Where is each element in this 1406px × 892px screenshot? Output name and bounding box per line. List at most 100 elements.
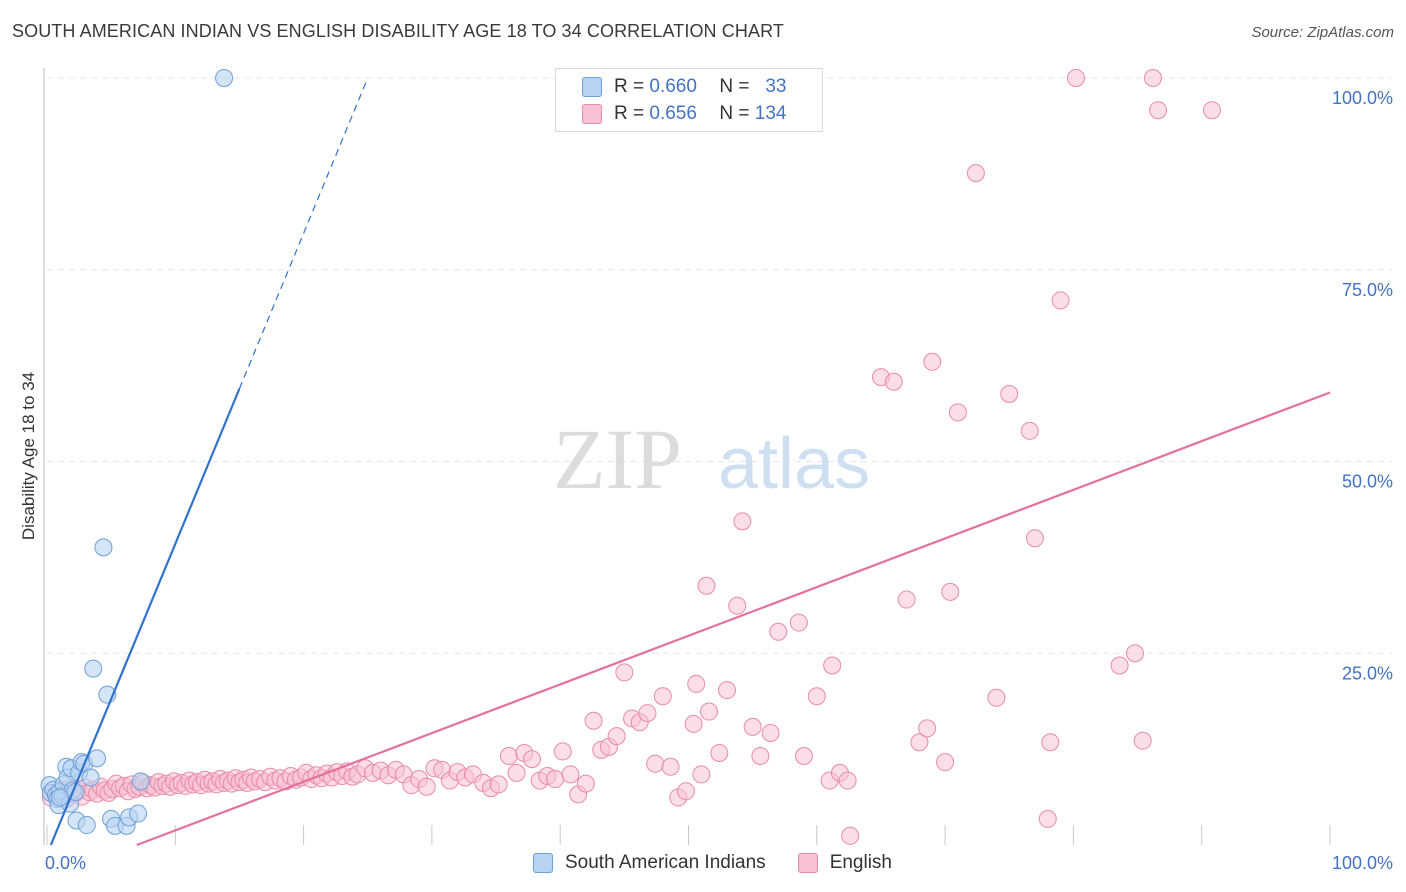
english-point <box>841 826 860 845</box>
legend-label: South American Indians <box>565 852 766 873</box>
english-point <box>417 777 436 796</box>
n-label: N = <box>719 103 750 124</box>
blue-swatch <box>582 77 602 97</box>
legend-item-english: English <box>797 852 893 874</box>
english-point <box>733 512 752 531</box>
english-point <box>576 774 595 793</box>
english-point <box>1066 69 1085 87</box>
south-american-indians-point <box>88 749 107 768</box>
south-american-indians-point <box>50 788 69 807</box>
english-point <box>546 770 565 789</box>
english-point <box>717 681 736 700</box>
n-label: N = <box>719 76 750 97</box>
n-value: 134 <box>754 103 787 124</box>
english-point <box>653 687 672 706</box>
x-tick-label: 100.0% <box>1332 853 1393 873</box>
english-point <box>884 372 903 391</box>
english-point <box>941 582 960 601</box>
english-trend-line <box>136 391 1331 847</box>
r-value: 0.660 <box>649 76 697 97</box>
legend-row-south-american-indians: R = 0.660 N = 33 <box>582 75 786 99</box>
english-point <box>1025 529 1044 548</box>
english-point <box>522 750 541 769</box>
english-point <box>692 765 711 784</box>
english-point <box>918 719 937 738</box>
english-point <box>687 674 706 693</box>
english-point <box>697 576 716 595</box>
english-point <box>794 747 813 766</box>
axes <box>43 68 1331 845</box>
x-tick-label: 0.0% <box>45 853 86 873</box>
english-point <box>1051 291 1070 310</box>
english-point <box>1125 644 1144 663</box>
english-point <box>1000 385 1019 404</box>
english-point <box>823 656 842 675</box>
english-point <box>728 596 747 615</box>
r-value: 0.656 <box>649 103 697 124</box>
english-point <box>897 590 916 609</box>
english-point <box>684 714 703 733</box>
english-point <box>700 702 719 721</box>
english-point <box>743 717 762 736</box>
legend-label: English <box>829 852 893 873</box>
english-point <box>936 753 955 772</box>
south-american-indians-point <box>131 772 150 791</box>
english-point <box>769 622 788 641</box>
english-point <box>1041 733 1060 752</box>
english-point <box>987 688 1006 707</box>
english-point <box>584 711 603 730</box>
r-label: R = <box>614 103 645 124</box>
english-point <box>838 771 857 790</box>
south-american-indians-point <box>94 538 113 557</box>
english-point <box>807 687 826 706</box>
english-point <box>966 164 985 183</box>
trend-lines <box>49 77 1331 847</box>
south-american-indians-point <box>77 816 96 835</box>
english-point <box>1110 656 1129 675</box>
english-point <box>1143 69 1162 87</box>
english-point <box>661 757 680 776</box>
south-american-indians-point <box>215 69 234 87</box>
r-label: R = <box>614 76 645 97</box>
english-point <box>710 743 729 762</box>
english-point <box>751 747 770 766</box>
english-point <box>489 775 508 794</box>
english-point <box>638 704 657 723</box>
pink-swatch <box>582 104 602 124</box>
tick-labels: 25.0% 50.0% 75.0% 100.0% 0.0% 100.0% <box>45 88 1393 873</box>
english-point <box>676 782 695 801</box>
english-point <box>1202 101 1221 120</box>
english-point <box>910 733 929 752</box>
english-point <box>761 724 780 743</box>
y-tick-label: 75.0% <box>1342 280 1393 300</box>
english-point <box>646 754 665 773</box>
source-label: Source: ZipAtlas.com <box>1251 24 1394 41</box>
english-point <box>923 352 942 371</box>
english-point <box>615 663 634 682</box>
south-american-indians-point <box>84 659 103 678</box>
chart-title: SOUTH AMERICAN INDIAN VS ENGLISH DISABIL… <box>12 21 784 41</box>
english-point <box>948 403 967 422</box>
south-american-indians-points <box>40 69 234 835</box>
y-tick-label: 25.0% <box>1342 663 1393 683</box>
south-american-indians-trend-extension <box>238 77 369 389</box>
south-american-indians-trend-line <box>49 388 241 846</box>
english-point <box>507 763 526 782</box>
english-point <box>1149 101 1168 120</box>
english-point <box>499 747 518 766</box>
english-point <box>553 742 572 761</box>
stats-legend: R = 0.660 N = 33 R = 0.656 N = 134 <box>555 68 823 132</box>
legend-row-english: R = 0.656 N = 134 <box>582 102 786 126</box>
english-point <box>1020 421 1039 440</box>
n-value: 33 <box>765 76 787 97</box>
english-point <box>1038 809 1057 828</box>
english-points <box>41 69 1221 845</box>
english-point <box>1133 731 1152 750</box>
english-point <box>561 765 580 784</box>
y-tick-label: 50.0% <box>1342 472 1393 492</box>
legend-item-south-american-indians: South American Indians <box>533 852 766 874</box>
blue-swatch <box>533 853 553 873</box>
south-american-indians-point <box>129 804 148 823</box>
y-tick-label: 100.0% <box>1332 88 1393 108</box>
